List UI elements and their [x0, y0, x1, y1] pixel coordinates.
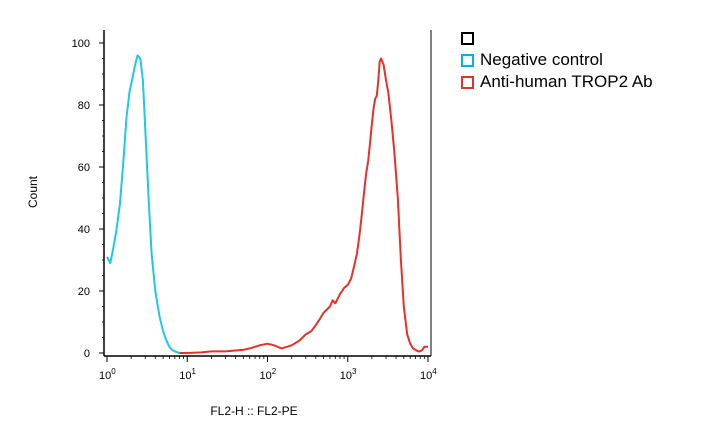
- legend-item: [461, 27, 653, 49]
- x-axis-label: FL2-H :: FL2-PE: [210, 404, 297, 418]
- y-axis-label: Count: [26, 175, 40, 208]
- y-tick-label: 20: [78, 286, 90, 298]
- x-tick-base: 10: [179, 370, 191, 382]
- x-tick-base: 10: [260, 370, 272, 382]
- x-tick-label: 100: [99, 367, 116, 382]
- y-tick-label: 80: [78, 100, 90, 112]
- x-tick-exponent: 0: [111, 367, 116, 376]
- x-tick-exponent: 1: [192, 367, 197, 376]
- x-tick-label: 104: [420, 367, 437, 382]
- y-tick-label: 40: [78, 224, 90, 236]
- x-tick-exponent: 2: [272, 367, 277, 376]
- x-tick-base: 10: [99, 370, 111, 382]
- x-tick-exponent: 3: [352, 367, 357, 376]
- y-tick-label: 0: [84, 348, 90, 360]
- y-ticks: 0 20 40 60 80 100: [72, 38, 104, 360]
- legend-item: Anti-human TROP2 Ab: [461, 71, 653, 93]
- x-tick-exponent: 4: [432, 367, 437, 376]
- legend-label: Anti-human TROP2 Ab: [480, 72, 653, 91]
- legend: Negative control Anti-human TROP2 Ab: [461, 27, 653, 93]
- legend-swatch: [461, 31, 474, 45]
- x-tick-label: 102: [260, 367, 277, 382]
- legend-swatch: [461, 53, 474, 67]
- minor-ticks: [102, 58, 425, 359]
- y-tick-label: 60: [78, 162, 90, 174]
- legend-swatch: [461, 75, 474, 89]
- x-tick-base: 10: [420, 370, 432, 382]
- x-tick-label: 103: [340, 367, 357, 382]
- series-line-negative-control: [106, 54, 184, 354]
- y-tick-label: 100: [72, 38, 90, 50]
- series-line-anti-human-trop2-ab: [179, 57, 428, 354]
- x-tick-base: 10: [340, 370, 352, 382]
- legend-item: Negative control: [461, 49, 653, 71]
- legend-label: Negative control: [480, 50, 603, 69]
- series-layer: [106, 54, 428, 354]
- x-tick-label: 101: [179, 367, 196, 382]
- x-ticks: 100 101 102 103 104: [99, 356, 437, 382]
